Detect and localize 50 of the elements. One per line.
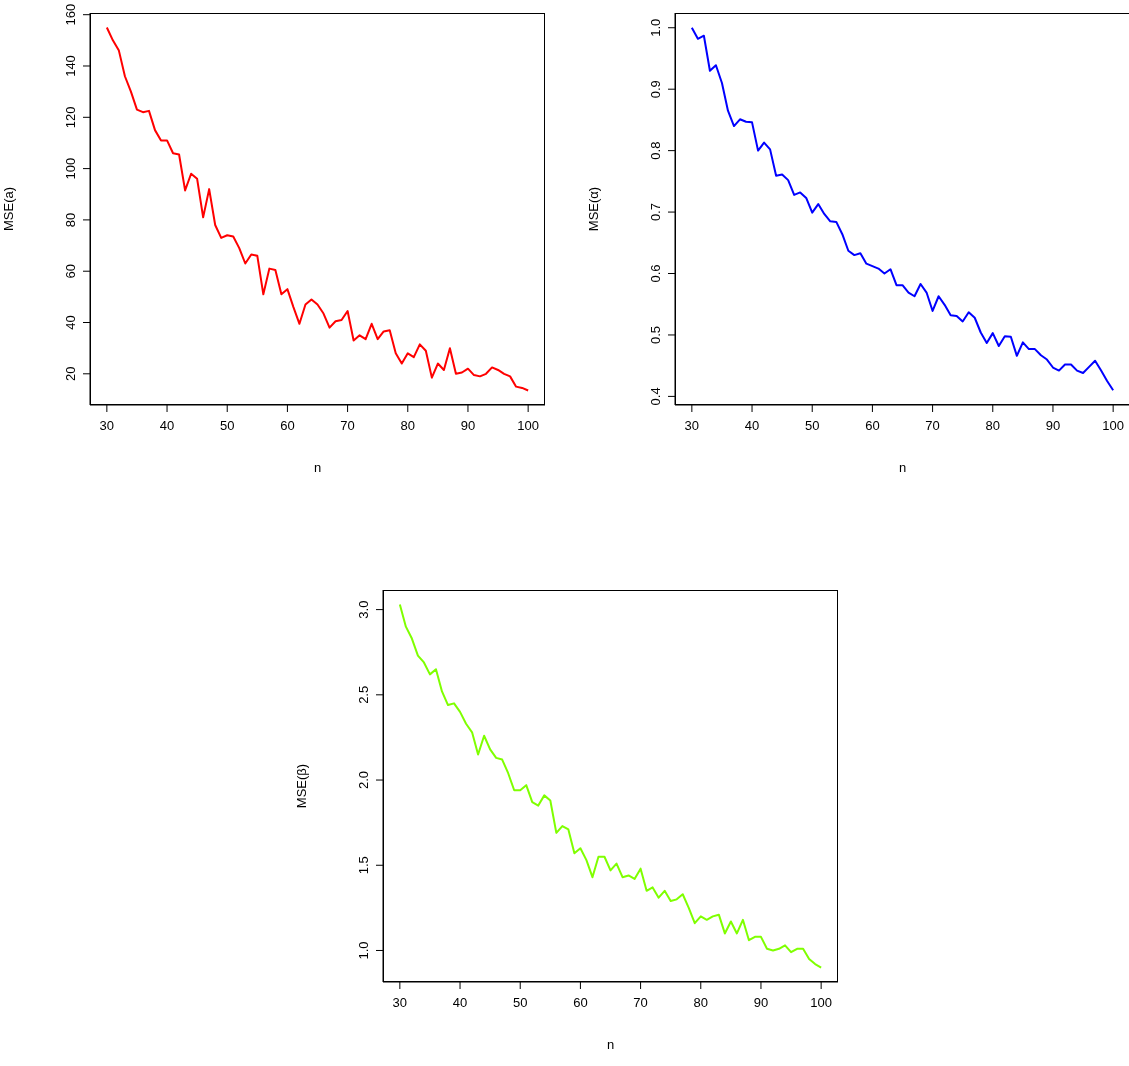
- x-tick-label: 30: [99, 418, 115, 433]
- y-tick-label: 0.7: [648, 203, 663, 222]
- x-axis-title: n: [313, 460, 322, 475]
- y-tick-label: 60: [63, 263, 78, 279]
- x-tick-label: 70: [633, 995, 648, 1010]
- x-tick-label: 50: [512, 995, 528, 1010]
- y-tick-label: 2.0: [356, 771, 371, 790]
- x-tick-label: 90: [1045, 418, 1061, 433]
- x-tick-label: 30: [684, 418, 700, 433]
- y-tick-label: 0.8: [648, 141, 663, 160]
- y-tick-label: 80: [63, 212, 78, 228]
- y-tick-label: 120: [63, 106, 78, 129]
- y-axis-title: MSE(α): [585, 186, 601, 232]
- x-axis-title: n: [606, 1037, 615, 1052]
- x-tick-label: 100: [1102, 418, 1124, 433]
- x-tick-label: 80: [400, 418, 416, 433]
- x-tick-label: 70: [340, 418, 355, 433]
- y-tick-label: 160: [63, 3, 78, 26]
- x-axis-title: n: [898, 460, 907, 475]
- x-tick-label: 40: [744, 418, 760, 433]
- y-tick-label: 0.4: [648, 387, 663, 406]
- x-tick-label: 30: [392, 995, 408, 1010]
- x-tick-label: 60: [573, 995, 588, 1010]
- y-tick-label: 20: [63, 366, 78, 382]
- x-tick-label: 40: [452, 995, 468, 1010]
- y-tick-label: 3.0: [356, 600, 371, 619]
- y-tick-label: 40: [63, 315, 78, 330]
- y-axis-title: MSE(a): [0, 186, 16, 232]
- y-tick-label: 100: [63, 157, 78, 180]
- y-tick-label: 2.5: [356, 685, 371, 704]
- x-tick-label: 70: [925, 418, 940, 433]
- x-tick-label: 80: [985, 418, 1001, 433]
- x-tick-label: 100: [517, 418, 539, 433]
- x-tick-label: 50: [804, 418, 820, 433]
- y-axis-title: MSE(β): [293, 763, 309, 809]
- y-tick-label: 0.5: [648, 325, 663, 344]
- x-tick-label: 90: [753, 995, 769, 1010]
- y-tick-label: 140: [63, 55, 78, 77]
- x-tick-label: 40: [159, 418, 175, 433]
- y-tick-label: 0.9: [648, 80, 663, 99]
- y-tick-label: 1.5: [356, 856, 371, 875]
- x-tick-label: 60: [865, 418, 880, 433]
- x-tick-label: 80: [693, 995, 709, 1010]
- x-tick-label: 50: [219, 418, 235, 433]
- x-tick-label: 90: [460, 418, 476, 433]
- y-tick-label: 1.0: [648, 18, 663, 37]
- x-tick-label: 60: [280, 418, 295, 433]
- x-tick-label: 100: [810, 995, 832, 1010]
- y-tick-label: 1.0: [356, 941, 371, 960]
- y-tick-label: 0.6: [648, 264, 663, 283]
